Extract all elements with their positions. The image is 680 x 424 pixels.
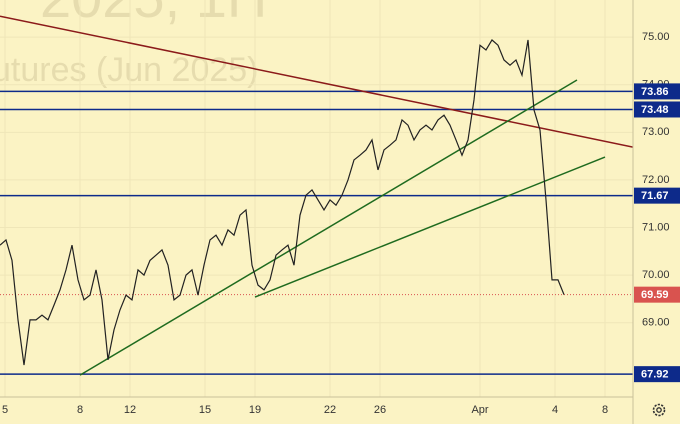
x-tick-label: 8 <box>602 404 608 416</box>
settings-icon[interactable] <box>652 403 666 417</box>
last-price-badge <box>634 286 680 303</box>
watermark: utures (Jun 2025) <box>0 51 259 89</box>
last-price-badge-label: 69.59 <box>641 289 669 301</box>
y-tick-label: 73.00 <box>642 126 670 138</box>
trend-line <box>254 156 606 298</box>
y-tick-label: 71.00 <box>642 221 670 233</box>
x-tick-label: Apr <box>471 404 488 416</box>
x-tick-label: 22 <box>324 404 336 416</box>
x-tick-label: 26 <box>374 404 386 416</box>
y-tick-label: 69.00 <box>642 317 670 329</box>
gear-inner[interactable] <box>656 407 662 413</box>
level-badge-label: 73.86 <box>641 86 669 98</box>
watermark: 2025, 1H <box>40 0 267 29</box>
level-badge <box>634 187 680 204</box>
level-badge <box>634 83 680 100</box>
level-badge <box>634 101 680 118</box>
level-badge-label: 71.67 <box>641 190 669 202</box>
x-tick-label: 19 <box>249 404 261 416</box>
price-line <box>0 39 565 366</box>
level-badge-label: 73.48 <box>641 104 669 116</box>
plot-area: 2025, 1H utures (Jun 2025) <box>0 0 633 397</box>
gear-outer[interactable] <box>652 403 666 417</box>
level-badge <box>634 366 680 383</box>
x-tick-label: 12 <box>124 404 136 416</box>
trend-line <box>0 15 633 148</box>
y-tick-label: 70.00 <box>642 269 670 281</box>
x-tick-label: 8 <box>77 404 83 416</box>
y-tick-label: 72.00 <box>642 174 670 186</box>
level-badge-label: 67.92 <box>641 369 669 381</box>
trend-line <box>79 79 578 376</box>
y-tick-label: 75.00 <box>642 31 670 43</box>
x-tick-label: 5 <box>2 404 8 416</box>
x-tick-label: 15 <box>199 404 211 416</box>
x-tick-label: 4 <box>552 404 558 416</box>
